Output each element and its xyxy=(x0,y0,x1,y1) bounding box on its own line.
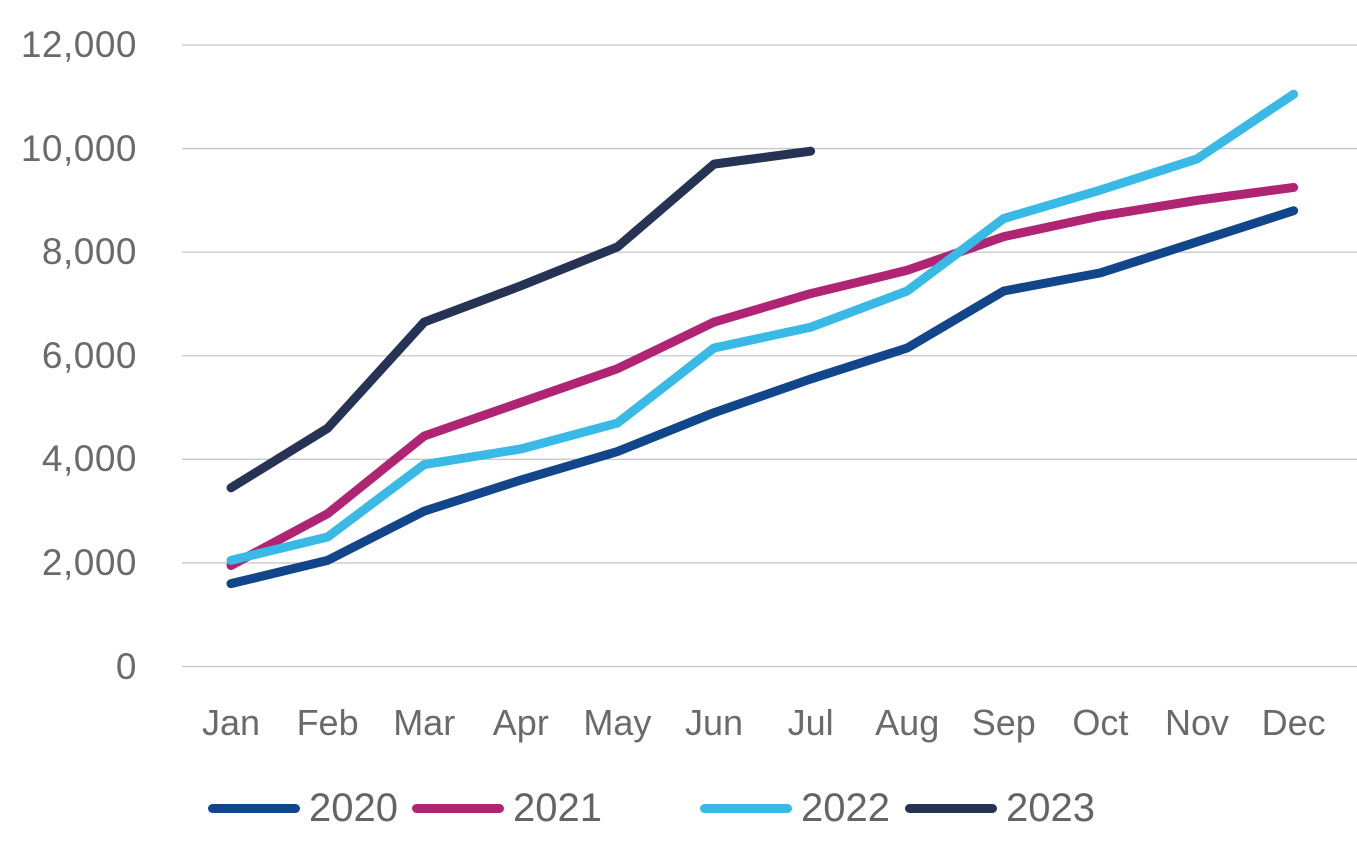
series-line-2023 xyxy=(226,146,816,493)
legend-item-2021: 2021 xyxy=(412,785,602,831)
legend-item-2022: 2022 xyxy=(700,785,890,831)
y-axis-tick-label: 6,000 xyxy=(41,334,137,376)
series-line-2021 xyxy=(226,182,1299,571)
x-axis-tick-label: Jan xyxy=(201,702,261,743)
x-axis-tick-label: Apr xyxy=(492,702,549,743)
y-axis-tick-label: 10,000 xyxy=(20,127,137,169)
series-line-2020 xyxy=(226,206,1299,589)
legend-label-2021: 2021 xyxy=(513,786,602,830)
legend-item-2020: 2020 xyxy=(208,785,398,831)
x-axis-tick-label: Oct xyxy=(1072,702,1129,743)
x-axis-tick-label: Mar xyxy=(393,702,456,743)
legend-item-2023: 2023 xyxy=(905,785,1095,831)
legend-swatch-2022 xyxy=(700,803,792,813)
x-axis-tick-label: Jun xyxy=(684,702,744,743)
legend-label-2023: 2023 xyxy=(1006,786,1095,830)
x-axis-tick-label: Feb xyxy=(296,702,359,743)
legend-swatch-2021 xyxy=(412,803,504,813)
x-axis-tick-label: Aug xyxy=(875,702,940,743)
x-axis-tick-label: May xyxy=(583,702,652,743)
legend-label-2020: 2020 xyxy=(309,786,398,830)
y-axis-tick-label: 4,000 xyxy=(41,438,137,480)
y-axis-tick-label: 0 xyxy=(115,645,137,687)
y-axis-tick-label: 12,000 xyxy=(20,24,137,65)
legend-swatch-2020 xyxy=(208,803,300,813)
y-axis-tick-label: 8,000 xyxy=(41,231,137,273)
y-axis-tick-label: 2,000 xyxy=(41,541,137,583)
legend-swatch-2023 xyxy=(905,803,997,813)
x-axis-tick-label: Sep xyxy=(971,702,1036,743)
series-line-2022 xyxy=(226,89,1299,565)
x-axis-tick-label: Dec xyxy=(1261,702,1326,743)
x-axis-tick-label: Jul xyxy=(787,702,834,743)
x-axis-tick-label: Nov xyxy=(1164,702,1230,743)
legend-label-2022: 2022 xyxy=(801,786,890,830)
